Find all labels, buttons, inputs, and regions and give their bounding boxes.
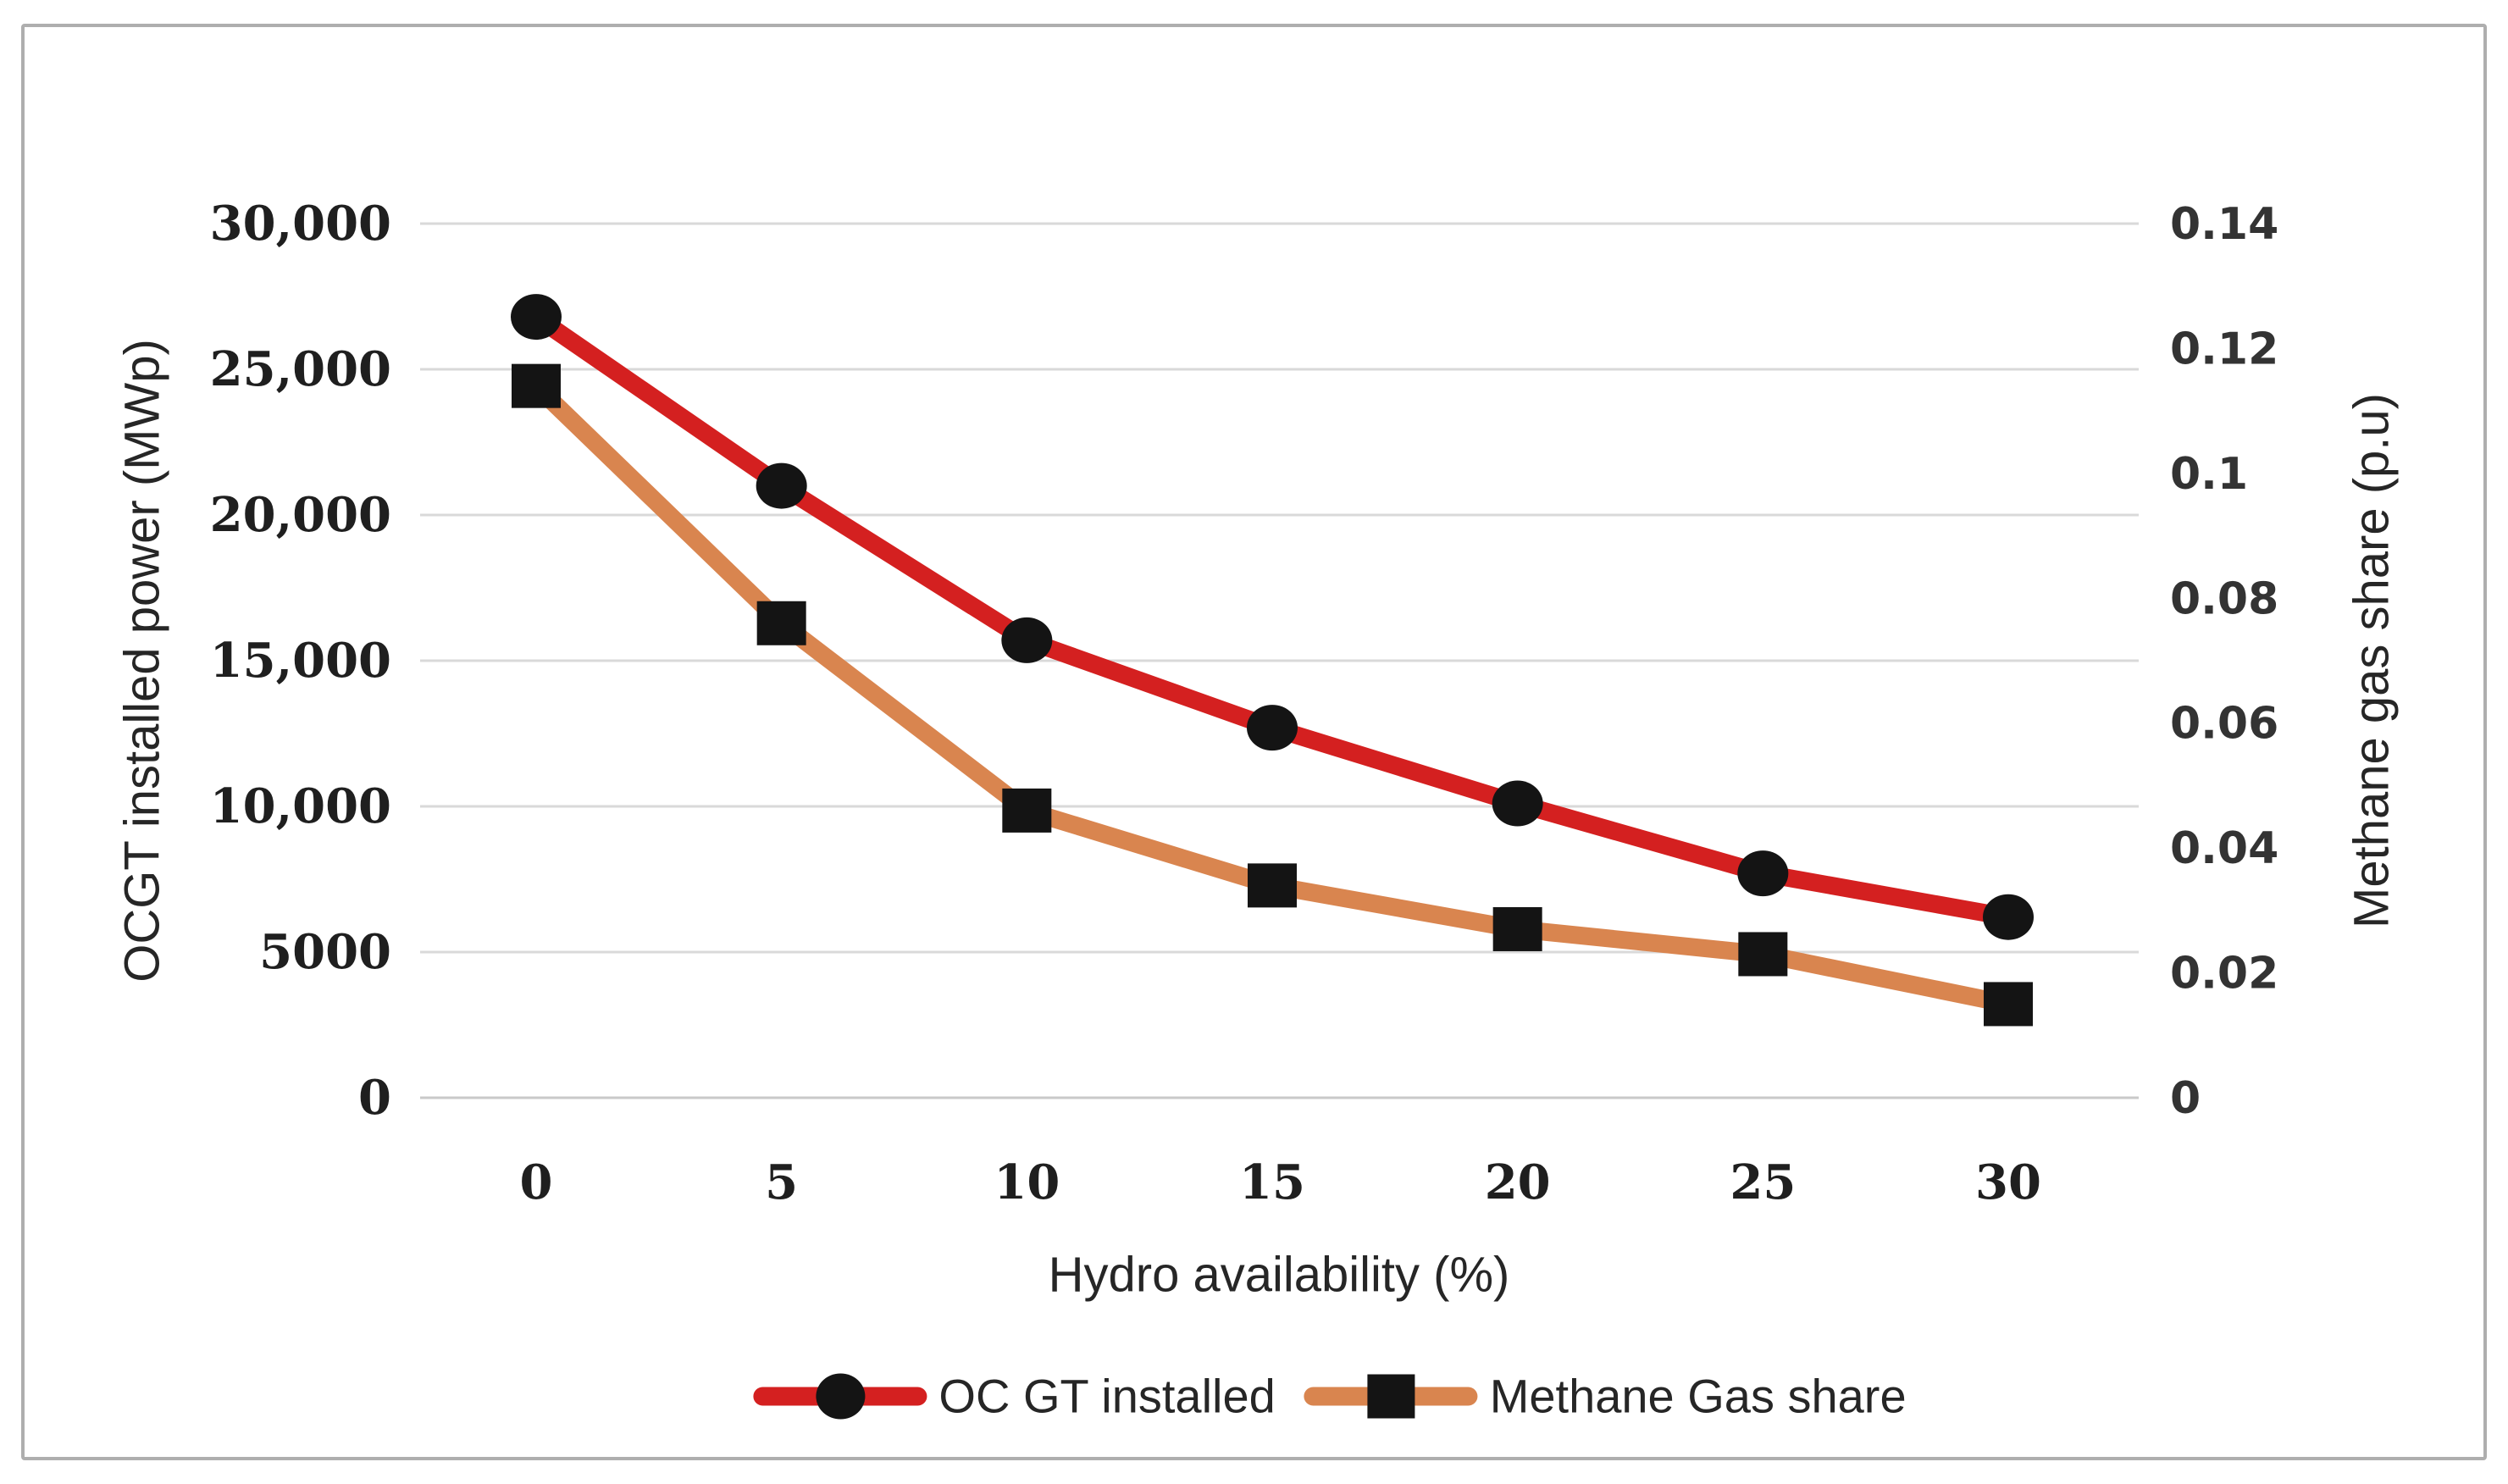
data-marker-square	[1984, 982, 2033, 1027]
x-axis-tick-label: 15	[1239, 1155, 1305, 1210]
data-marker-circle	[1737, 850, 1789, 897]
data-marker-square	[1248, 863, 1297, 908]
right-axis-tick-label: 0.08	[2170, 573, 2278, 624]
left-axis-tick-label: 25,000	[210, 341, 391, 397]
left-axis-tick-label: 30,000	[210, 196, 391, 252]
right-axis-tick-label: 0.06	[2170, 699, 2278, 750]
x-axis-tick-label: 10	[994, 1155, 1060, 1210]
right-axis-tick-label: 0.12	[2170, 324, 2278, 374]
x-axis-tick-label: 0	[520, 1155, 553, 1210]
legend: OC GT installed Methane Gas share	[753, 1369, 1907, 1424]
legend-item-ocgt-installed: OC GT installed	[753, 1369, 1276, 1424]
left-axis-tick-label: 0	[358, 1070, 391, 1126]
left-axis-tick-label: 5000	[259, 924, 391, 980]
right-axis-tick-label: 0.04	[2170, 823, 2278, 874]
data-marker-circle	[1492, 780, 1543, 827]
legend-label-ocgt-installed: OC GT installed	[938, 1369, 1276, 1423]
data-marker-circle	[1001, 617, 1053, 663]
right-axis-tick-label: 0.02	[2170, 949, 2278, 999]
right-axis-tick-label: 0.1	[2170, 449, 2248, 500]
data-marker-circle	[1983, 894, 2034, 940]
right-axis-tick-label: 0	[2170, 1073, 2201, 1124]
x-axis-tick-label: 20	[1485, 1155, 1551, 1210]
x-axis-title: Hydro availability (%)	[1048, 1247, 1510, 1303]
right-axis-tick-label: 0.14	[2170, 199, 2278, 250]
data-marker-square	[756, 601, 806, 645]
data-marker-circle	[1247, 705, 1298, 751]
x-axis-tick-label: 30	[1975, 1155, 2041, 1210]
legend-item-methane-gas-share: Methane Gas share	[1304, 1369, 1907, 1424]
legend-label-methane-gas-share: Methane Gas share	[1489, 1369, 1907, 1423]
data-marker-circle	[756, 462, 807, 509]
left-axis-title: OCGT installed power (MWp)	[114, 339, 170, 983]
left-axis-tick-label: 20,000	[210, 487, 391, 543]
left-axis-tick-label: 10,000	[210, 778, 391, 834]
legend-circle-marker-icon	[815, 1373, 865, 1419]
legend-line-sample-orange	[1304, 1374, 1478, 1418]
data-marker-square	[1002, 788, 1052, 833]
data-marker-square	[512, 363, 561, 408]
data-marker-circle	[511, 294, 562, 341]
x-axis-tick-label: 25	[1730, 1155, 1796, 1210]
x-axis-tick-label: 5	[765, 1155, 798, 1210]
data-marker-square	[1738, 932, 1788, 977]
data-marker-square	[1492, 906, 1542, 951]
left-axis-tick-label: 15,000	[210, 633, 391, 689]
right-axis-title: Methane gas share (p.u)	[2344, 393, 2400, 928]
legend-line-sample-red	[753, 1373, 927, 1419]
legend-square-marker-icon	[1367, 1374, 1415, 1418]
